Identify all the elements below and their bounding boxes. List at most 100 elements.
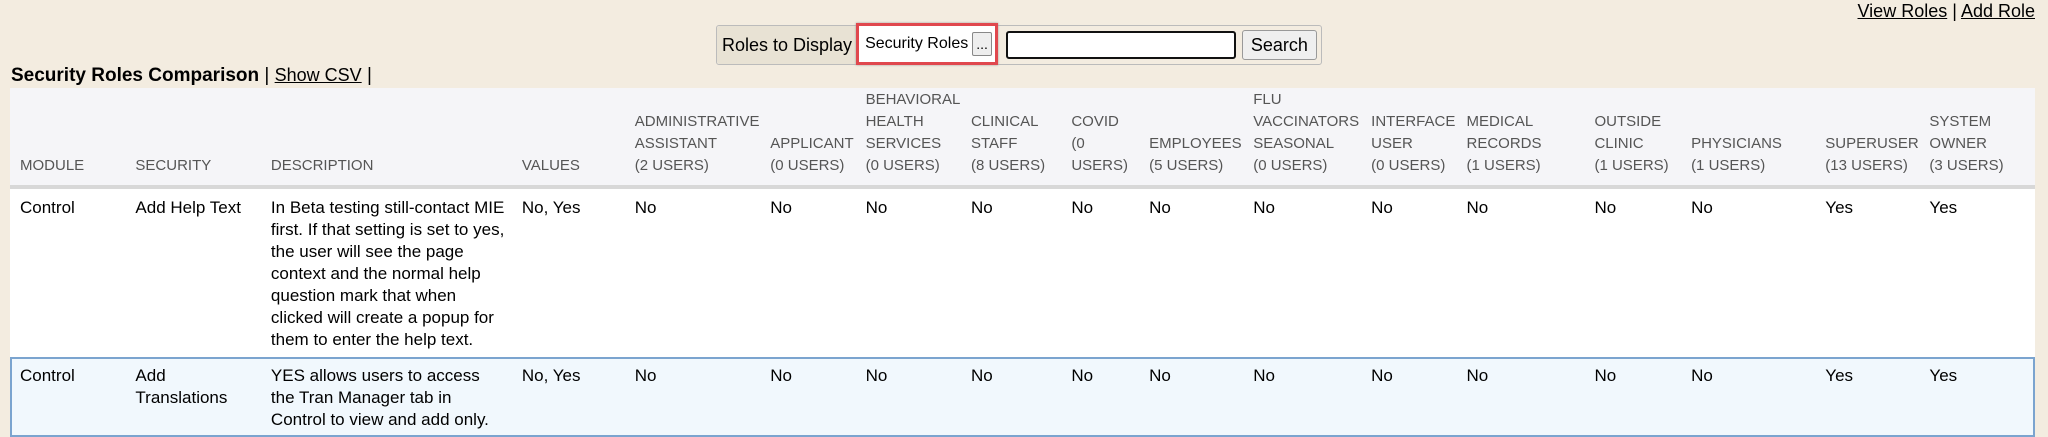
column-header-text: MEDICAL bbox=[1466, 113, 1534, 130]
column-header: SECURITY bbox=[125, 88, 261, 189]
table-cell: No bbox=[855, 357, 961, 437]
column-header-text: (0 USERS) bbox=[770, 157, 845, 174]
roles-to-display-label: Roles to Display bbox=[717, 26, 857, 64]
column-header-text: (2 USERS) bbox=[634, 157, 709, 174]
column-header: SUPERUSER (13 USERS) bbox=[1815, 88, 1920, 189]
column-header-text: ASSISTANT bbox=[634, 135, 717, 152]
table-row[interactable]: Control Add Help Text In Beta testing stil… bbox=[10, 187, 2035, 357]
column-header-text: (1 USERS) bbox=[1594, 157, 1669, 174]
table-cell: No bbox=[970, 198, 993, 217]
table-cell: No bbox=[770, 198, 792, 217]
column-header: PHYSICIANS (1 USERS) bbox=[1681, 88, 1816, 189]
column-header-text: (0 USERS) bbox=[865, 157, 940, 174]
column-header-text: SUPERUSER bbox=[1825, 135, 1919, 152]
column-header-text: RECORDS bbox=[1466, 135, 1542, 152]
table-cell: YES allows users to access the Tran Mana… bbox=[260, 357, 512, 437]
column-header-text: SECURITY bbox=[135, 157, 212, 174]
table-cell: No bbox=[1071, 198, 1094, 217]
column-header-text: (3 USERS) bbox=[1929, 157, 2004, 174]
roles-selected-value: Security Roles bbox=[865, 35, 969, 52]
table-cell: No bbox=[1691, 198, 1713, 217]
column-header-text: SEASONAL bbox=[1253, 135, 1335, 152]
table-cell: No bbox=[960, 357, 1062, 437]
column-header-text: EMPLOYEES bbox=[1149, 135, 1242, 152]
separator: | bbox=[264, 65, 270, 86]
column-header: APPLICANT (0 USERS) bbox=[760, 88, 856, 189]
column-header-text: (0 bbox=[1071, 135, 1085, 152]
column-header-text: (0 USERS) bbox=[1253, 157, 1328, 174]
roles-more-button[interactable]: ... bbox=[972, 32, 992, 56]
table-cell: Add Translations bbox=[125, 357, 261, 437]
column-header-text: BEHAVIORAL bbox=[865, 91, 961, 108]
table-cell: No, Yes bbox=[521, 198, 581, 217]
column-header-text: VALUES bbox=[521, 157, 580, 174]
table-cell: No, Yes bbox=[511, 357, 625, 437]
table-cell: No bbox=[1681, 357, 1816, 437]
column-header-text: DESCRIPTION bbox=[270, 157, 374, 174]
column-header-text: ADMINISTRATIVE bbox=[634, 113, 760, 130]
column-header-text: (1 USERS) bbox=[1466, 157, 1541, 174]
table-cell: Yes bbox=[1825, 198, 1854, 217]
column-header: ADMINISTRATIVE ASSISTANT (2 USERS) bbox=[624, 88, 761, 189]
page-heading: Security Roles Comparison | Show CSV | bbox=[11, 65, 372, 87]
column-header-text: (0 USERS) bbox=[1371, 157, 1446, 174]
column-header: SYSTEM OWNER (3 USERS) bbox=[1919, 88, 2035, 189]
table-cell: No bbox=[1139, 357, 1244, 437]
column-header: BEHAVIORAL HEALTH SERVICES (0 USERS) bbox=[855, 88, 961, 189]
column-header-text: FLU bbox=[1253, 91, 1282, 108]
roles-comparison-table: MODULE SECURITY DESCRIPTION VALUES ADMINISTR… bbox=[10, 88, 2035, 437]
table-cell: Control bbox=[20, 198, 75, 217]
roles-toolbar: Roles to Display Security Roles ... Sear… bbox=[716, 23, 1322, 65]
column-header-text: USER bbox=[1371, 135, 1413, 152]
column-header: MEDICAL RECORDS (1 USERS) bbox=[1456, 88, 1585, 189]
table-row[interactable]: Control Add Translations YES allows users … bbox=[10, 357, 2035, 437]
table-cell: Add Help Text bbox=[135, 198, 241, 217]
search-input[interactable] bbox=[1005, 31, 1236, 59]
table-cell: Control bbox=[10, 357, 126, 437]
column-header-text: (1 USERS) bbox=[1691, 157, 1766, 174]
separator: | bbox=[366, 65, 372, 86]
column-header-text: INTERFACE bbox=[1371, 113, 1456, 130]
column-header-text: APPLICANT bbox=[770, 135, 854, 152]
table-cell: No bbox=[1456, 357, 1585, 437]
table-cell: No bbox=[1371, 198, 1393, 217]
roles-selector[interactable]: Security Roles ... bbox=[856, 23, 998, 65]
top-links: View Roles | Add Role bbox=[1858, 1, 2036, 22]
column-header: EMPLOYEES (5 USERS) bbox=[1139, 88, 1244, 189]
column-header-text: PHYSICIANS bbox=[1691, 135, 1782, 152]
search-button[interactable]: Search bbox=[1241, 30, 1317, 60]
table-header-row: MODULE SECURITY DESCRIPTION VALUES ADMINISTR… bbox=[10, 88, 2035, 189]
table-cell: No bbox=[1061, 357, 1140, 437]
column-header: MODULE bbox=[10, 88, 126, 189]
table-cell: Yes bbox=[1919, 357, 2035, 437]
table-cell: In Beta testing still-contact MIE first.… bbox=[270, 198, 505, 349]
table-cell: No bbox=[634, 198, 657, 217]
column-header-text: (13 USERS) bbox=[1825, 157, 1908, 174]
table-cell: Yes bbox=[1815, 357, 1920, 437]
column-header: OUTSIDE CLINIC (1 USERS) bbox=[1584, 88, 1682, 189]
column-header-text: SYSTEM bbox=[1929, 113, 1992, 130]
column-header-text: (5 USERS) bbox=[1149, 157, 1224, 174]
add-role-link[interactable]: Add Role bbox=[1960, 1, 2035, 21]
column-header-text: STAFF bbox=[970, 135, 1018, 152]
table-cell: No bbox=[1466, 198, 1489, 217]
separator: | bbox=[1952, 1, 1957, 21]
column-header-text: OUTSIDE bbox=[1594, 113, 1662, 130]
show-csv-link[interactable]: Show CSV bbox=[274, 65, 362, 85]
column-header-text: VACCINATORS bbox=[1253, 113, 1360, 130]
column-header: VALUES bbox=[511, 88, 625, 189]
table-cell: No bbox=[760, 357, 856, 437]
column-header-text: HEALTH bbox=[865, 113, 924, 130]
table-cell: No bbox=[1149, 198, 1171, 217]
column-header: CLINICAL STAFF (8 USERS) bbox=[960, 88, 1062, 189]
table-cell: No bbox=[624, 357, 761, 437]
column-header-text: USERS) bbox=[1071, 157, 1129, 174]
column-header-text: CLINICAL bbox=[970, 113, 1039, 130]
column-header: INTERFACE USER (0 USERS) bbox=[1361, 88, 1457, 189]
table-cell: Yes bbox=[1929, 198, 1958, 217]
column-header-text: MODULE bbox=[20, 157, 85, 174]
column-header-text: CLINIC bbox=[1594, 135, 1644, 152]
column-header-text: COVID bbox=[1071, 113, 1119, 130]
view-roles-link[interactable]: View Roles bbox=[1857, 1, 1948, 21]
column-header-text: (8 USERS) bbox=[970, 157, 1046, 174]
